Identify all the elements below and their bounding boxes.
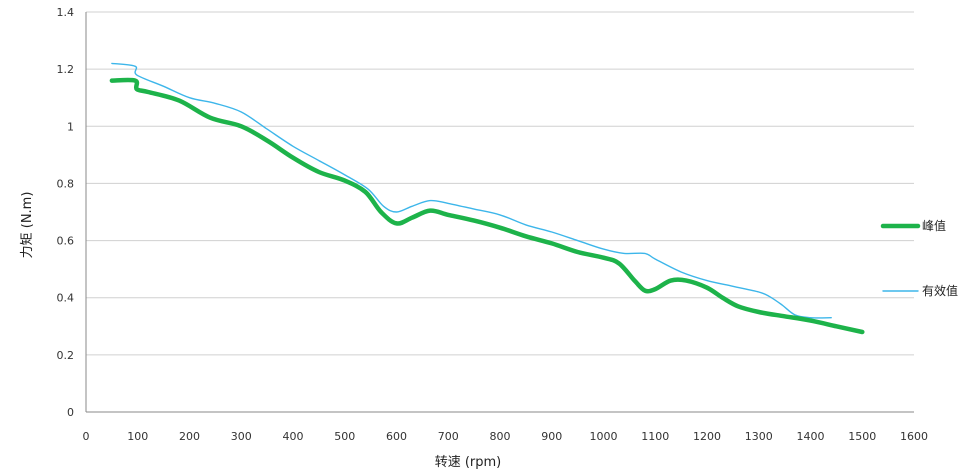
x-axis-title: 转速 (rpm) [435,455,502,470]
x-tick-label: 300 [231,430,252,443]
y-axis-ticks: 0 0.2 0.4 0.6 0.8 1 1.2 1.4 [57,6,75,419]
legend-label: 有效值 [922,283,958,298]
grid-lines [86,11,914,356]
y-tick-label: 0.8 [57,177,75,190]
legend-label: 峰值 [922,218,946,233]
x-tick-label: 1600 [900,430,928,443]
x-tick-label: 1000 [590,430,618,443]
y-tick-label: 1 [67,120,74,133]
x-tick-label: 700 [438,430,459,443]
x-tick-label: 1100 [641,430,669,443]
x-axis-ticks: 0 100 200 300 400 500 600 700 800 900 1000 1100 1200… [83,430,929,443]
y-tick-label: 1.4 [57,6,75,19]
x-tick-label: 1200 [693,430,721,443]
y-axis-title: 力矩 (N.m) [20,192,35,259]
x-tick-label: 200 [179,430,200,443]
y-tick-label: 1.2 [57,63,75,76]
x-tick-label: 0 [83,430,90,443]
x-tick-label: 1300 [745,430,773,443]
y-tick-label: 0.2 [57,349,75,362]
x-tick-label: 900 [541,430,562,443]
x-tick-label: 1400 [797,430,825,443]
y-tick-label: 0.6 [57,235,75,248]
series-line-0 [109,77,865,335]
x-tick-label: 800 [490,430,511,443]
series-lines [109,62,865,335]
x-tick-label: 1500 [848,430,876,443]
x-tick-label: 400 [283,430,304,443]
y-tick-label: 0.4 [57,292,75,305]
x-tick-label: 600 [386,430,407,443]
x-tick-label: 100 [127,430,148,443]
series-line-1 [111,62,832,319]
y-tick-label: 0 [67,406,74,419]
x-tick-label: 500 [334,430,355,443]
